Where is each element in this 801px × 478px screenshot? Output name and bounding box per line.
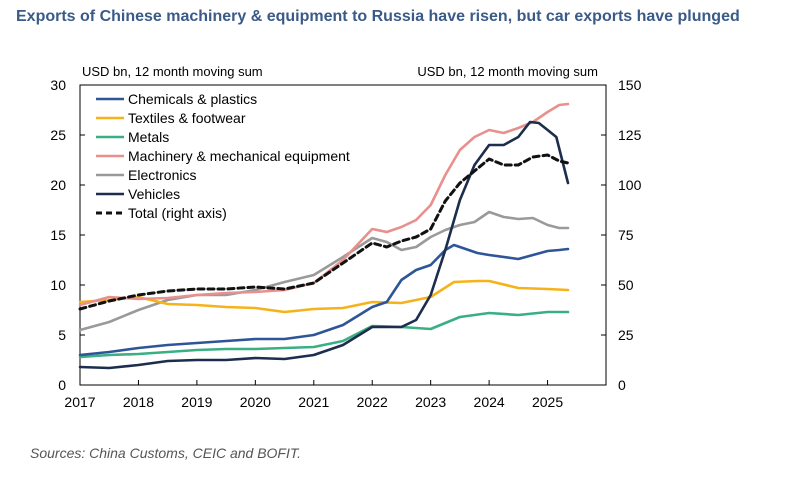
x-tick-label: 2017 (64, 394, 95, 410)
series-line-machinery-mechanical-equipment (78, 102, 570, 307)
series-line-chemicals-plastics (78, 243, 570, 357)
left-axis-label: USD bn, 12 month moving sum (82, 64, 263, 79)
legend: Chemicals & plastics Textiles & footwear M… (96, 91, 350, 221)
x-tick-label: 2022 (357, 394, 388, 410)
y-right-tick-label: 50 (618, 277, 634, 293)
series-line-total-right-axis (78, 153, 570, 311)
y-left-tick-label: 30 (50, 77, 66, 93)
series-line-textiles-footwear (78, 279, 570, 314)
legend-label: Chemicals & plastics (128, 91, 257, 107)
y-right-tick-label: 100 (618, 177, 642, 193)
x-tick-label: 2019 (181, 394, 212, 410)
y-left-tick-label: 0 (58, 377, 66, 393)
y-left-tick-label: 5 (58, 327, 66, 343)
y-left-tick-label: 25 (50, 127, 66, 143)
y-left-tick-label: 10 (50, 277, 66, 293)
y-left-tick-label: 15 (50, 227, 66, 243)
legend-label: Electronics (128, 167, 196, 183)
series-lines (78, 102, 570, 370)
axes: 2017 2018 2019 2020 2021 2022 2023 2024 20250510… (50, 77, 641, 410)
x-tick-label: 2025 (532, 394, 563, 410)
y-right-tick-label: 150 (618, 77, 642, 93)
y-right-tick-label: 125 (618, 127, 642, 143)
legend-label: Machinery & mechanical equipment (128, 148, 350, 164)
y-left-tick-label: 20 (50, 177, 66, 193)
y-right-tick-label: 0 (618, 377, 626, 393)
x-tick-label: 2020 (240, 394, 271, 410)
x-tick-label: 2024 (474, 394, 505, 410)
x-tick-label: 2021 (298, 394, 329, 410)
legend-label: Total (right axis) (128, 205, 227, 221)
x-tick-label: 2023 (415, 394, 446, 410)
legend-label: Vehicles (128, 186, 180, 202)
y-right-tick-label: 75 (618, 227, 634, 243)
y-right-tick-label: 25 (618, 327, 634, 343)
chart-title: Exports of Chinese machinery & equipment… (16, 8, 740, 25)
legend-label: Metals (128, 129, 169, 145)
x-tick-label: 2018 (123, 394, 154, 410)
series-line-vehicles (78, 120, 570, 370)
source-note: Sources: China Customs, CEIC and BOFIT. (30, 445, 302, 461)
legend-label: Textiles & footwear (128, 110, 246, 126)
series-line-metals (78, 310, 570, 359)
right-axis-label: USD bn, 12 month moving sum (417, 64, 598, 79)
